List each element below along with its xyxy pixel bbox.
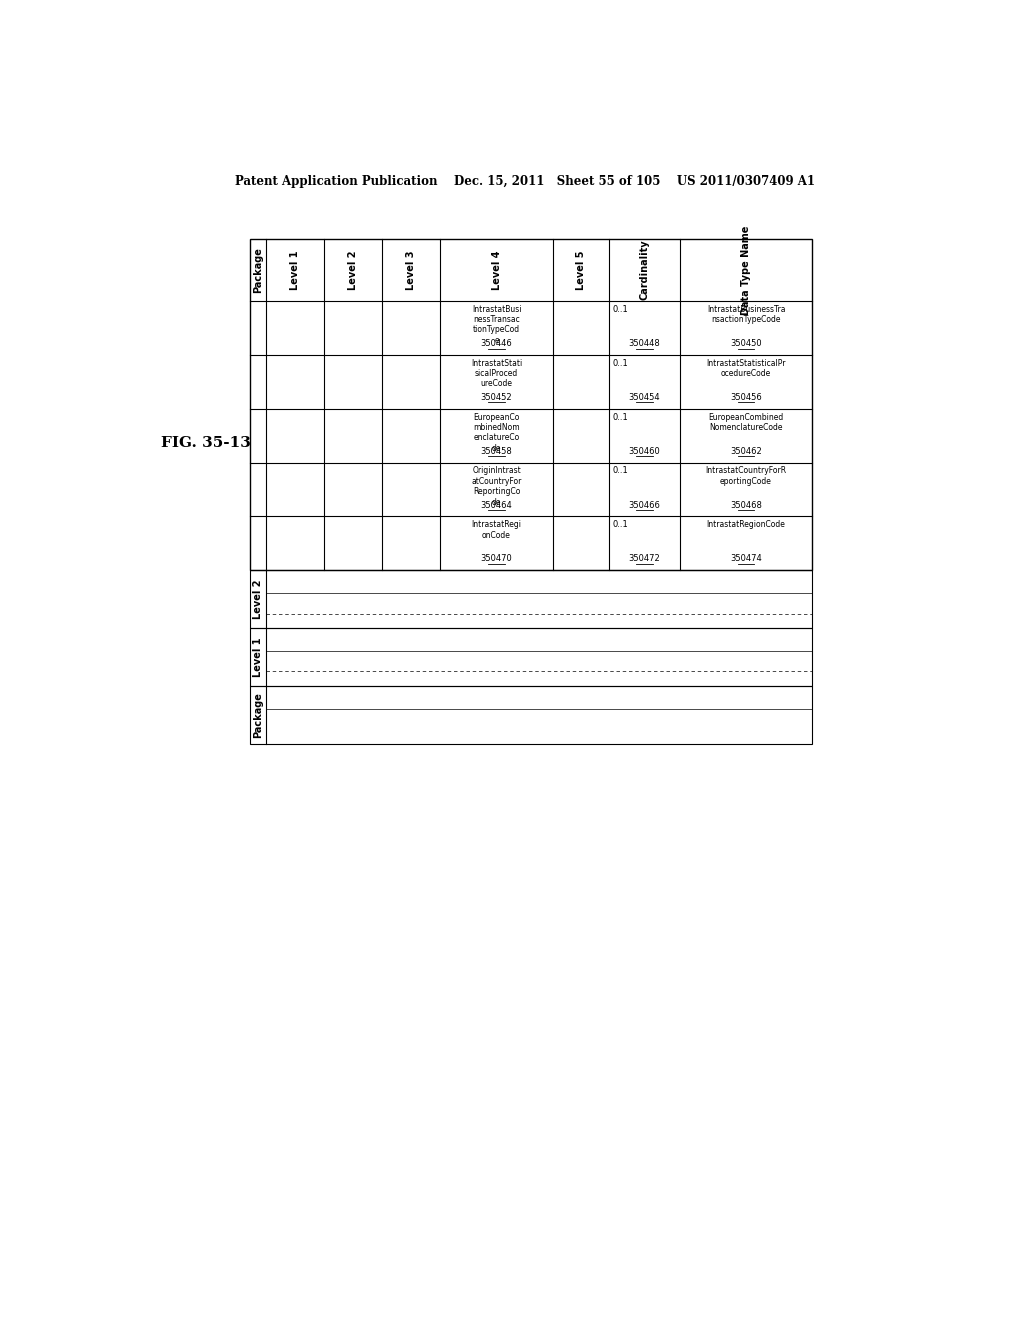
Text: 350458: 350458 [480, 446, 512, 455]
Text: Data Type Name: Data Type Name [741, 226, 751, 314]
Text: 350460: 350460 [629, 446, 660, 455]
Text: IntrastatBusi
nessTransac
tionTypeCod
e: IntrastatBusi nessTransac tionTypeCod e [472, 305, 521, 345]
Text: 350464: 350464 [480, 500, 512, 510]
Text: Cardinality: Cardinality [640, 240, 649, 301]
Text: 350452: 350452 [480, 393, 512, 401]
Text: 350454: 350454 [629, 393, 660, 401]
Text: 0..1: 0..1 [612, 305, 628, 314]
Text: 0..1: 0..1 [612, 466, 628, 475]
Text: FIG. 35-13: FIG. 35-13 [161, 437, 251, 450]
Text: Level 3: Level 3 [407, 251, 417, 290]
Text: 350474: 350474 [730, 554, 762, 564]
Text: 350446: 350446 [480, 339, 512, 348]
Text: IntrastatRegi
onCode: IntrastatRegi onCode [471, 520, 521, 540]
Text: Level 5: Level 5 [575, 251, 586, 290]
Text: Package: Package [253, 247, 263, 293]
Bar [251, 686, 812, 743]
Text: OriginIntrast
atCountryFor
ReportingCo
de: OriginIntrast atCountryFor ReportingCo d… [471, 466, 521, 507]
Text: 350456: 350456 [730, 393, 762, 401]
Bar [251, 239, 812, 570]
Text: 350450: 350450 [730, 339, 762, 348]
Text: EuropeanCombined
NomenclatureCode: EuropeanCombined NomenclatureCode [709, 412, 783, 432]
Text: Level 1: Level 1 [290, 251, 300, 290]
Text: Level 1: Level 1 [253, 638, 263, 677]
Text: Level 2: Level 2 [253, 579, 263, 619]
Text: 0..1: 0..1 [612, 520, 628, 529]
Text: 350472: 350472 [629, 554, 660, 564]
Text: Package: Package [253, 692, 263, 738]
Text: 0..1: 0..1 [612, 412, 628, 421]
Text: EuropeanCo
mbinedNom
enclatureCo
de: EuropeanCo mbinedNom enclatureCo de [473, 412, 520, 453]
Text: IntrastatCountryForR
eportingCode: IntrastatCountryForR eportingCode [706, 466, 786, 486]
Bar [251, 628, 812, 686]
Text: Level 2: Level 2 [348, 251, 358, 290]
Bar [251, 570, 812, 628]
Text: IntrastatStati
sicalProced
ureCode: IntrastatStati sicalProced ureCode [471, 359, 522, 388]
Text: Level 4: Level 4 [492, 251, 502, 290]
Text: 350448: 350448 [629, 339, 660, 348]
Text: 0..1: 0..1 [612, 359, 628, 367]
Text: Patent Application Publication    Dec. 15, 2011   Sheet 55 of 105    US 2011/030: Patent Application Publication Dec. 15, … [234, 176, 815, 187]
Text: IntrastatStatisticalPr
ocedureCode: IntrastatStatisticalPr ocedureCode [707, 359, 785, 378]
Text: IntrastatBusinessTra
nsactionTypeCode: IntrastatBusinessTra nsactionTypeCode [707, 305, 785, 325]
Text: 350462: 350462 [730, 446, 762, 455]
Text: 350466: 350466 [629, 500, 660, 510]
Text: IntrastatRegionCode: IntrastatRegionCode [707, 520, 785, 529]
Text: 350470: 350470 [480, 554, 512, 564]
Text: 350468: 350468 [730, 500, 762, 510]
